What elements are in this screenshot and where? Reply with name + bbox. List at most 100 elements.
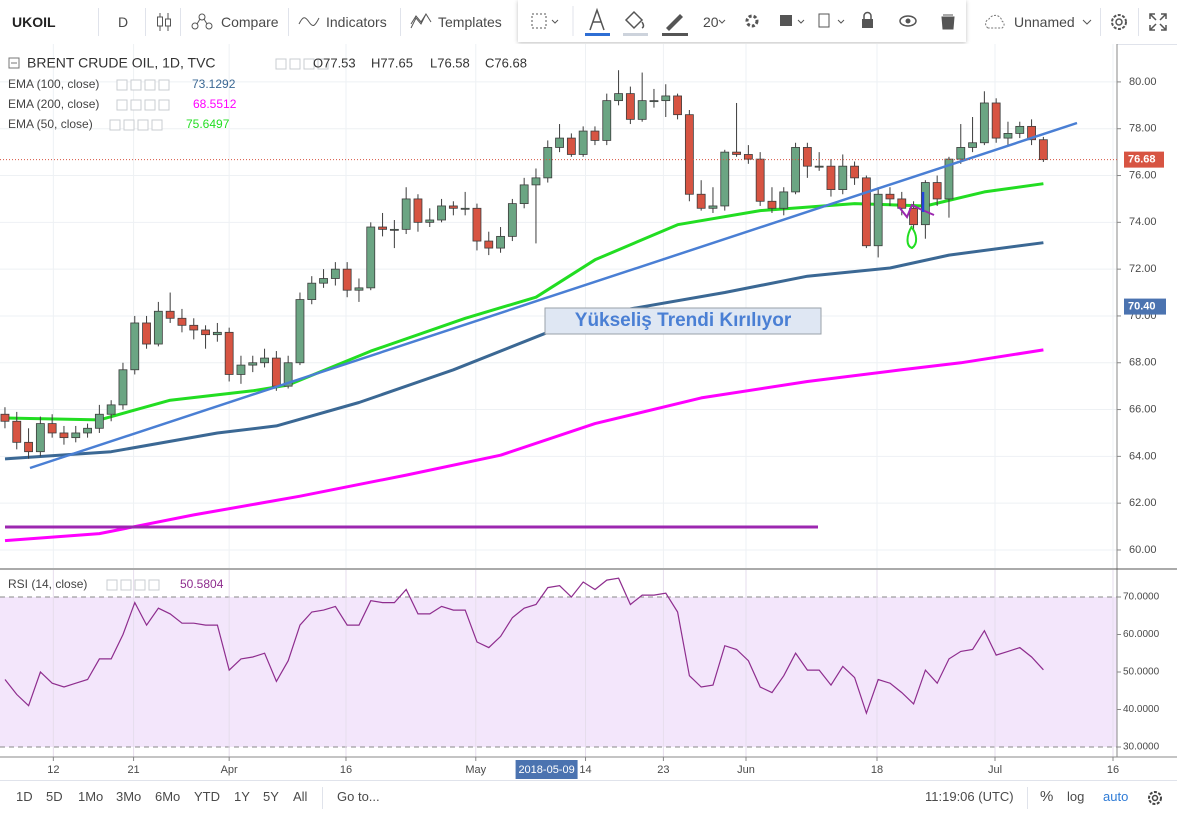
legend-icon[interactable]: [289, 58, 301, 70]
dropdown-arrow[interactable]: [1082, 18, 1092, 26]
candle-body: [425, 219, 435, 223]
annotation-text[interactable]: Yükseliş Trendi Kırılıyor: [575, 310, 792, 331]
chart-style-icon[interactable]: [156, 11, 172, 33]
candle-body: [861, 177, 871, 247]
indicators-button[interactable]: Indicators: [326, 14, 387, 30]
separator: [288, 8, 289, 36]
x-tick-label: May: [465, 764, 486, 776]
settings-button[interactable]: [1145, 788, 1165, 808]
symbol[interactable]: UKOIL: [12, 14, 56, 30]
goto-button[interactable]: Go to...: [337, 789, 380, 804]
fill-icon[interactable]: [624, 10, 645, 30]
range-button[interactable]: 1Y: [234, 789, 250, 804]
range-button[interactable]: YTD: [194, 789, 220, 804]
legend-icon[interactable]: [130, 99, 142, 111]
legend-icon[interactable]: [317, 58, 329, 70]
brush-stroke[interactable]: [906, 225, 918, 250]
y-tick-label: 60.0000: [1123, 629, 1160, 640]
templates-icon[interactable]: [410, 12, 432, 30]
clone-icon[interactable]: [818, 13, 830, 28]
range-button[interactable]: 5D: [46, 789, 63, 804]
legend-icon[interactable]: [134, 579, 146, 591]
x-tick-label: 12: [47, 764, 59, 776]
x-tick-label: Jun: [737, 764, 755, 776]
range-button[interactable]: 6Mo: [155, 789, 181, 804]
brush-stroke[interactable]: [898, 203, 935, 219]
candle-body: [531, 177, 541, 186]
compare-icon[interactable]: [190, 12, 214, 32]
line-width[interactable]: 20: [703, 14, 719, 30]
candle-body: [71, 432, 81, 439]
candle-body: [696, 193, 706, 209]
interval[interactable]: D: [118, 14, 129, 30]
settings-icon[interactable]: [745, 14, 759, 28]
visibility-icon[interactable]: [780, 15, 792, 26]
crosshair-date-box: [515, 760, 578, 779]
delete-icon[interactable]: [941, 14, 955, 30]
lock-icon[interactable]: [862, 19, 873, 28]
legend-icon[interactable]: [109, 119, 121, 131]
legend-icon[interactable]: [275, 58, 287, 70]
legend-icon[interactable]: [144, 79, 156, 91]
candle-body: [496, 235, 505, 249]
legend-icon[interactable]: [116, 79, 128, 91]
log-toggle[interactable]: log: [1067, 789, 1085, 804]
text-color-icon[interactable]: [589, 7, 605, 31]
range-button[interactable]: 3Mo: [116, 789, 142, 804]
hide-icon[interactable]: [899, 15, 917, 27]
legend-icon[interactable]: [106, 579, 118, 591]
candle-body: [507, 203, 517, 237]
templates-button[interactable]: Templates: [438, 14, 502, 30]
trend-line[interactable]: [29, 121, 1078, 470]
candle-body: [94, 413, 104, 429]
range-button[interactable]: 5Y: [263, 789, 279, 804]
candle-body: [779, 191, 789, 209]
compare-button[interactable]: Compare: [221, 14, 279, 30]
range-button[interactable]: All: [293, 789, 308, 804]
candle-body: [47, 423, 57, 434]
candle-body: [401, 198, 411, 230]
legend-icon[interactable]: [151, 119, 163, 131]
candle-body: [590, 130, 600, 141]
legend-icon[interactable]: [158, 79, 170, 91]
auto-toggle[interactable]: auto: [1103, 789, 1129, 804]
candle-body: [366, 226, 376, 289]
x-tick-label: Apr: [221, 764, 238, 776]
legend-icon[interactable]: [158, 99, 170, 111]
settings-button[interactable]: [1108, 11, 1130, 33]
text-color-swatch: [585, 33, 610, 36]
layout-icon[interactable]: [982, 13, 1008, 31]
candle-body: [295, 299, 305, 364]
range-button[interactable]: 1Mo: [78, 789, 104, 804]
labels-layer: 12 21 Apr 16 May 14 23 Jun 18 Jul 16 60.00 62.00 64.0…: [0, 44, 1177, 779]
candle-body: [1038, 139, 1048, 161]
percent-toggle[interactable]: %: [1040, 788, 1054, 805]
candle-body: [118, 369, 128, 406]
x-tick-label: 16: [1107, 764, 1119, 776]
candle-body: [248, 362, 258, 366]
candle-body: [189, 324, 199, 331]
legend-icon[interactable]: [130, 79, 142, 91]
legend-icon[interactable]: [120, 579, 132, 591]
y-tick-label: 66.00: [1129, 403, 1157, 415]
candle-body: [708, 205, 718, 209]
legend-icon[interactable]: [303, 58, 315, 70]
legend-icon[interactable]: [123, 119, 135, 131]
indicators-icon[interactable]: [298, 14, 320, 28]
indicator-value: 68.5512: [193, 97, 237, 111]
legend-icon[interactable]: [148, 579, 160, 591]
legend-icon[interactable]: [137, 119, 149, 131]
candle-body: [543, 147, 553, 179]
layout-name[interactable]: Unnamed: [1014, 14, 1075, 30]
candle-body: [413, 198, 423, 223]
annotation-box[interactable]: [544, 307, 822, 335]
select-icon[interactable]: [531, 13, 547, 29]
range-button[interactable]: 1D: [16, 789, 33, 804]
legend-icon[interactable]: [116, 99, 128, 111]
legend-icon[interactable]: [144, 99, 156, 111]
fullscreen-button[interactable]: [1148, 12, 1168, 32]
ohlc-legend: C76.68: [485, 55, 527, 70]
candle-body: [24, 441, 33, 453]
candle-body: [130, 322, 140, 371]
line-color-icon[interactable]: [666, 14, 683, 31]
